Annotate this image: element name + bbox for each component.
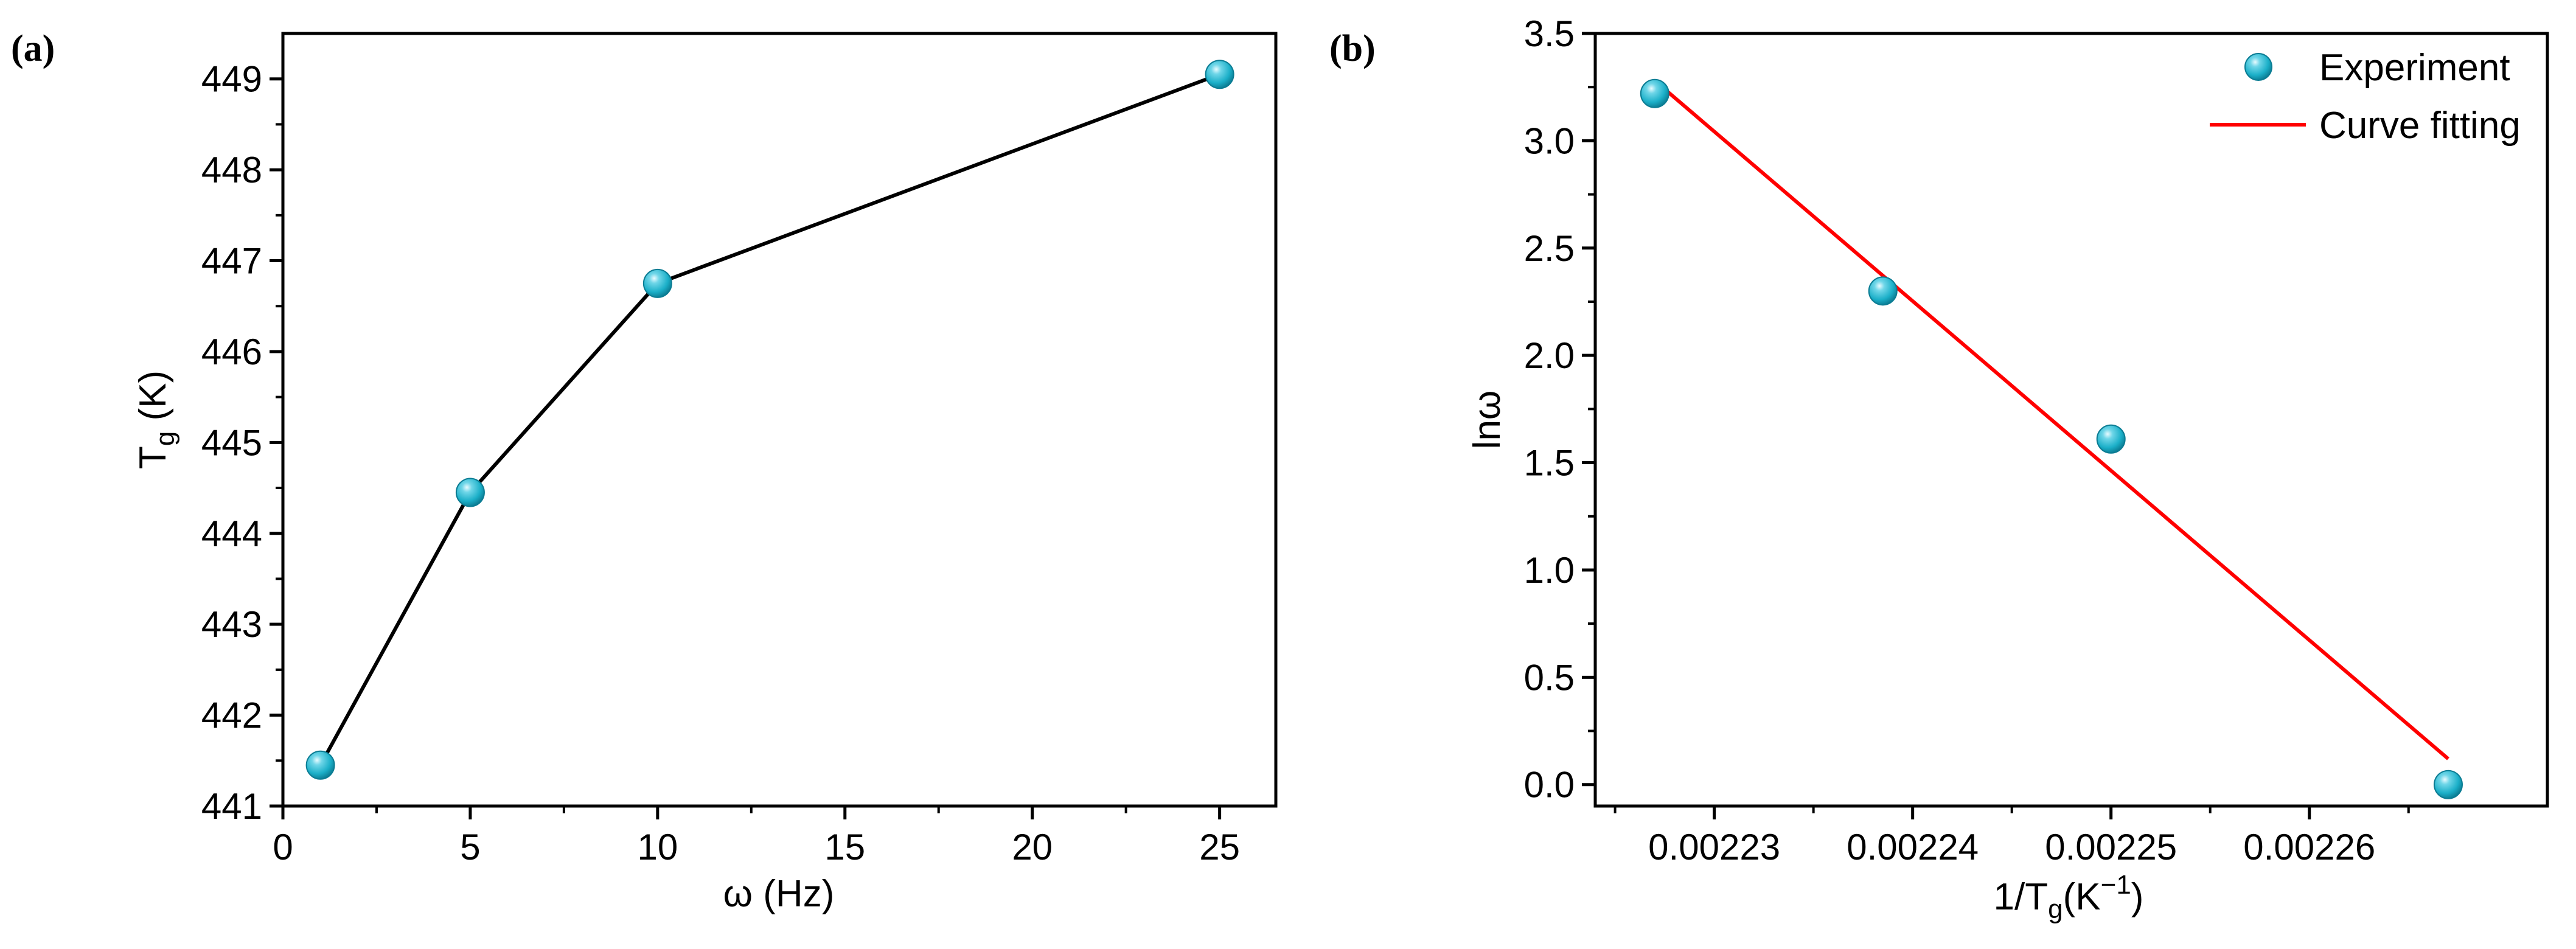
panel-a-ytick-label: 445 (201, 422, 262, 463)
panel-b-label: (b) (1329, 28, 1376, 69)
panel-a-xtick-label: 25 (1199, 827, 1240, 867)
panel-a-xlabel: ω (Hz) (723, 873, 835, 915)
panel-b-chart: (b) 0.00.51.01.52.02.53.03.5 0.00223 0.00… (1329, 13, 2549, 924)
panel-a-connecting-line (318, 72, 1220, 766)
panel-b-data-point (1640, 78, 1669, 108)
panel-b-experiment-points (1640, 78, 2463, 799)
legend-experiment-marker (2244, 53, 2272, 81)
panel-b-legend: Experiment Curve fitting (2210, 47, 2521, 147)
panel-a-ylabel-tail: (K) (132, 370, 174, 431)
panel-b-data-point (2096, 424, 2126, 454)
panel-b-data-point (2433, 770, 2463, 799)
panel-b-xlabel-sup: −1 (2101, 870, 2131, 900)
panel-a-series-points (305, 60, 1234, 780)
panel-b-x-axis: 0.00223 0.00224 0.00225 0.00226 (1613, 806, 2410, 867)
panel-a-ytick-label: 442 (201, 695, 262, 736)
panel-a-label: (a) (11, 28, 55, 69)
panel-a-xtick-label: 10 (637, 827, 678, 867)
panel-b-frame (1593, 32, 2549, 808)
panel-b-ytick-label: 0.0 (1524, 765, 1575, 805)
panel-a-frame (281, 32, 1278, 808)
panel-a-data-point (305, 750, 335, 780)
panel-b-data-point (1868, 276, 1898, 306)
panel-b-ytick-label: 0.5 (1524, 657, 1575, 698)
panel-a-data-point (455, 478, 485, 507)
panel-a-xtick-label: 20 (1012, 827, 1053, 867)
panel-b-xtick-label: 0.00224 (1847, 827, 1979, 867)
panel-b-xlabel-main: 1/T (1994, 876, 2049, 918)
panel-b-xtick-label: 0.00226 (2243, 827, 2375, 867)
panel-b-ytick-label: 3.0 (1524, 120, 1575, 161)
panel-b-xlabel-paren: (K (2063, 876, 2101, 918)
panel-b-ytick-label: 2.0 (1524, 335, 1575, 376)
panel-a-y-axis: 441 442 443 444 445 446 447 448 449 (201, 59, 283, 827)
panel-a-ylabel: Tg (K) (132, 370, 180, 469)
panel-a-ylabel-main: T (132, 446, 174, 469)
panel-a-xtick-label: 15 (824, 827, 865, 867)
panel-a-ytick-label: 449 (201, 59, 262, 100)
panel-a-ytick-label: 443 (201, 604, 262, 645)
panel-a-ytick-label: 447 (201, 241, 262, 282)
panel-a-x-axis: 0 5 10 15 20 25 (273, 806, 1240, 867)
panel-b-xlabel-sub: g (2048, 894, 2063, 924)
panel-b-ytick-label: 2.5 (1524, 228, 1575, 269)
panel-b-ytick-label: 1.5 (1524, 443, 1575, 484)
panel-a-chart: (a) 441 442 443 444 445 446 447 448 449 0 5 10 15 20… (11, 28, 1278, 915)
panel-b-y-axis: 0.0 0.5 1.0 1.5 2.0 2.5 3.0 3.5 (1524, 13, 1595, 805)
panel-a-series-line (318, 72, 1220, 766)
legend-fit-label: Curve fitting (2319, 105, 2521, 147)
panel-a-data-point (1205, 60, 1234, 89)
panel-b-xlabel: 1/Tg(K−1) (1994, 870, 2144, 924)
panel-a-ytick-label: 441 (201, 786, 262, 827)
panel-b-xtick-label: 0.00223 (1648, 827, 1780, 867)
panel-a-ylabel-sub: g (150, 431, 180, 446)
panel-b-xtick-label: 0.00225 (2045, 827, 2177, 867)
panel-a-xtick-label: 0 (273, 827, 293, 867)
panel-b-fit-segment (1653, 79, 2449, 760)
panel-b-ytick-label: 1.0 (1524, 550, 1575, 591)
panel-b-ytick-label: 3.5 (1524, 13, 1575, 54)
panel-a-xtick-label: 5 (460, 827, 480, 867)
panel-b-fit-line (1653, 79, 2449, 760)
legend-experiment-label: Experiment (2319, 47, 2510, 89)
panel-a-data-point (642, 268, 672, 298)
panel-a-ytick-label: 446 (201, 332, 262, 372)
panel-a-ytick-label: 448 (201, 150, 262, 190)
panel-b-ylabel: lnω (1466, 391, 1508, 450)
panel-a-ytick-label: 444 (201, 513, 262, 554)
panel-b-xlabel-close: ) (2131, 876, 2144, 918)
